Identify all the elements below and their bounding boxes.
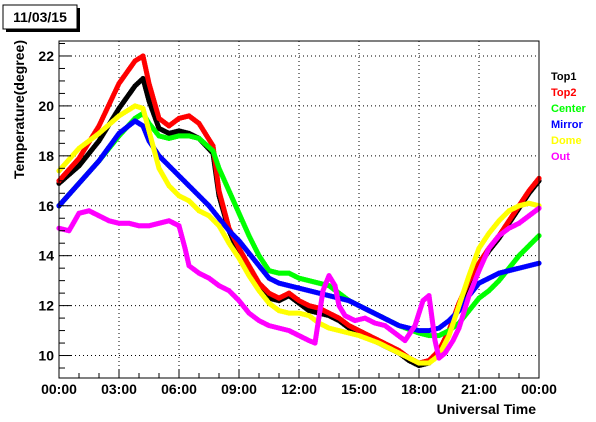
legend-entry-out: Out — [551, 151, 570, 163]
x-tick-label: 18:00 — [401, 381, 437, 397]
x-tick-label: 15:00 — [341, 381, 377, 397]
x-axis-title: Universal Time — [437, 401, 537, 417]
axis-ticks — [58, 42, 540, 378]
x-tick-label: 21:00 — [461, 381, 497, 397]
y-tick-label: 12 — [38, 298, 54, 314]
y-tick-label: 22 — [38, 48, 54, 64]
series-dome — [56, 103, 542, 366]
legend-entry-top1: Top1 — [551, 71, 576, 83]
x-tick-label: 00:00 — [521, 381, 557, 397]
y-axis-title: Temperature(degree) — [11, 40, 27, 179]
y-tick-label: 10 — [38, 348, 54, 364]
legend-entry-top2: Top2 — [551, 87, 576, 99]
title-box: 11/03/15 — [2, 4, 80, 32]
y-tick-label: 16 — [38, 198, 54, 214]
series-out — [56, 205, 542, 361]
legend-entry-dome: Dome — [551, 135, 582, 147]
x-tick-label: 03:00 — [101, 381, 137, 397]
x-tick-label: 09:00 — [221, 381, 257, 397]
y-tick-label: 14 — [38, 248, 54, 264]
series-points — [56, 53, 542, 369]
chart-title: 11/03/15 — [13, 9, 67, 25]
y-tick-label: 18 — [38, 148, 54, 164]
axis-tick-labels: 00:00 03:00 06:00 09:00 12:00 15:00 18:00 21:00… — [38, 48, 557, 397]
legend-entry-mirror: Mirror — [551, 119, 584, 131]
legend-entry-center: Center — [551, 103, 587, 115]
legend: Top1 Top2 Center Mirror Dome Out — [551, 71, 587, 163]
x-tick-label: 00:00 — [41, 381, 77, 397]
x-tick-label: 06:00 — [161, 381, 197, 397]
x-tick-label: 12:00 — [281, 381, 317, 397]
y-tick-label: 20 — [38, 98, 54, 114]
